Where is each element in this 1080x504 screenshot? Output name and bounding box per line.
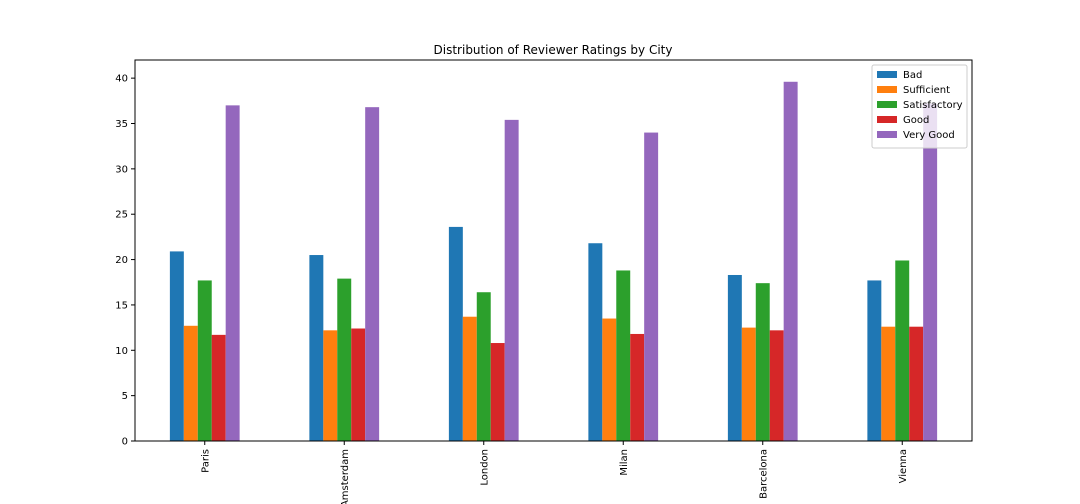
bar-very-good-milan xyxy=(644,132,659,441)
bar-satisfactory-amsterdam xyxy=(337,278,352,441)
bar-bad-amsterdam xyxy=(309,255,324,441)
bar-very-good-vienna xyxy=(923,103,938,441)
y-tick-label: 35 xyxy=(115,119,128,130)
y-tick-label: 0 xyxy=(122,437,128,448)
y-axis: 0 5 10 15 20 25 30 35 40 xyxy=(115,74,135,448)
x-tick-label-milan: Milan xyxy=(619,449,630,476)
bar-sufficient-amsterdam xyxy=(323,330,338,441)
bar-good-barcelona xyxy=(769,330,784,441)
bar-bad-london xyxy=(448,226,463,441)
bar-satisfactory-paris xyxy=(197,280,212,441)
bar-bad-barcelona xyxy=(727,274,742,441)
legend-swatch-satisfactory xyxy=(877,101,897,108)
legend-swatch-very-good xyxy=(877,131,897,138)
bar-good-paris xyxy=(211,334,226,441)
bar-satisfactory-vienna xyxy=(895,260,910,441)
x-tick-label-vienna: Vienna xyxy=(898,449,909,483)
bar-bad-milan xyxy=(588,243,603,441)
x-tick-label-amsterdam: Amsterdam xyxy=(340,449,351,504)
bars-group xyxy=(169,81,938,442)
legend: Bad Sufficient Satisfactory Good Very Good xyxy=(871,64,968,149)
y-tick-label: 40 xyxy=(115,74,128,85)
y-tick-label: 25 xyxy=(115,210,128,221)
y-tick-label: 15 xyxy=(115,300,128,311)
y-tick-label: 30 xyxy=(115,164,128,175)
x-tick-label-london: London xyxy=(479,449,490,486)
x-tick-label-barcelona: Barcelona xyxy=(758,449,769,499)
plot-frame xyxy=(134,59,973,442)
bar-very-good-paris xyxy=(225,105,240,442)
legend-label-sufficient: Sufficient xyxy=(903,85,950,96)
bar-good-vienna xyxy=(909,326,924,441)
bar-sufficient-paris xyxy=(183,325,198,441)
x-tick-label-paris: Paris xyxy=(200,449,211,473)
chart-title: Distribution of Reviewer Ratings by City xyxy=(434,43,673,57)
legend-label-bad: Bad xyxy=(903,70,922,81)
bar-bad-vienna xyxy=(867,280,882,441)
legend-label-satisfactory: Satisfactory xyxy=(903,100,963,111)
bar-sufficient-barcelona xyxy=(741,327,756,441)
bar-satisfactory-milan xyxy=(616,270,631,441)
bar-good-milan xyxy=(630,333,645,441)
bar-satisfactory-barcelona xyxy=(755,283,770,441)
legend-swatch-bad xyxy=(877,71,897,78)
y-tick-label: 10 xyxy=(115,346,128,357)
bar-sufficient-london xyxy=(462,316,477,441)
bar-bad-paris xyxy=(169,251,184,441)
y-tick-label: 5 xyxy=(122,391,128,402)
legend-swatch-good xyxy=(877,116,897,123)
bar-very-good-london xyxy=(504,119,519,442)
bar-satisfactory-london xyxy=(476,292,491,441)
bar-good-amsterdam xyxy=(351,328,366,441)
legend-label-very-good: Very Good xyxy=(903,130,955,141)
bar-sufficient-milan xyxy=(602,318,617,441)
legend-swatch-sufficient xyxy=(877,86,897,93)
y-tick-label: 20 xyxy=(115,255,128,266)
bar-sufficient-vienna xyxy=(881,326,896,441)
legend-box xyxy=(871,64,968,149)
bar-good-london xyxy=(490,343,505,441)
x-axis: Paris Amsterdam London Milan Barcelona Vienna xyxy=(200,441,909,504)
legend-label-good: Good xyxy=(903,115,929,126)
bar-very-good-barcelona xyxy=(783,81,798,442)
bar-very-good-amsterdam xyxy=(365,107,380,442)
